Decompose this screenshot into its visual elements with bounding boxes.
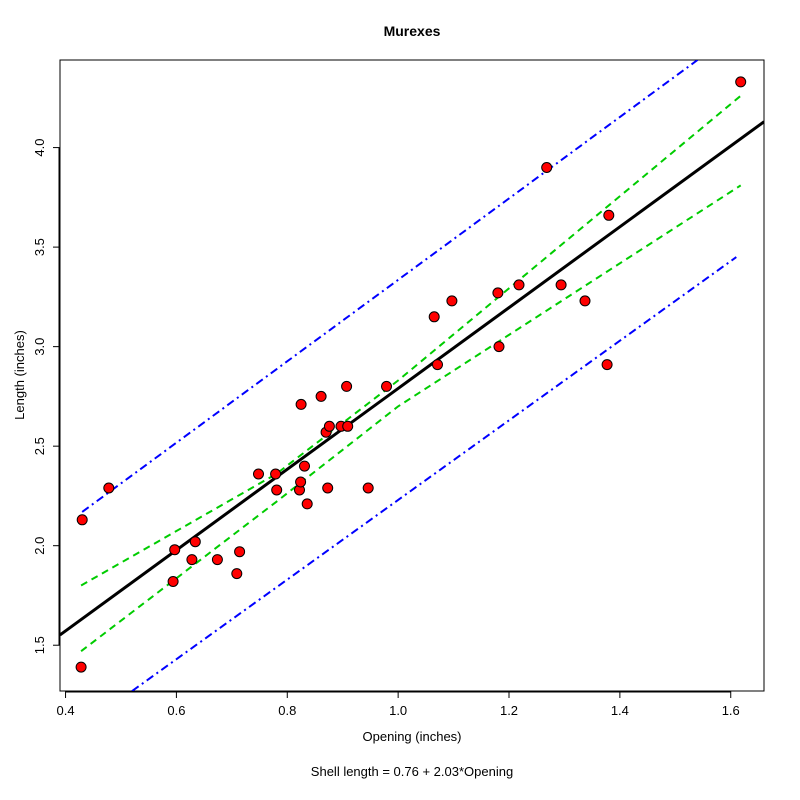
data-point <box>295 476 307 488</box>
data-point <box>315 390 327 402</box>
data-point <box>75 661 87 673</box>
data-point <box>341 380 353 392</box>
data-point <box>295 398 307 410</box>
data-point <box>270 468 282 480</box>
x-tick-label: 0.4 <box>57 703 75 718</box>
y-tick-label: 2.0 <box>32 537 47 555</box>
data-point <box>211 554 223 566</box>
data-point <box>492 287 504 299</box>
data-point <box>103 482 115 494</box>
x-tick-label: 1.6 <box>722 703 740 718</box>
data-point <box>271 484 283 496</box>
data-point <box>579 295 591 307</box>
data-point <box>381 380 392 392</box>
data-point <box>362 482 374 494</box>
plot-area-frame <box>59 59 765 692</box>
data-point <box>299 460 310 472</box>
x-tick-label: 0.6 <box>167 703 185 718</box>
x-axis-label: Opening (inches) <box>363 729 462 744</box>
data-point <box>446 295 458 307</box>
confidence-band-upper <box>80 95 742 587</box>
data-point <box>167 576 179 587</box>
data-point <box>301 498 313 510</box>
data-point <box>428 311 440 323</box>
y-tick-label: 2.5 <box>32 437 47 455</box>
data-point <box>513 279 525 291</box>
regression-equation-caption: Shell length = 0.76 + 2.03*Opening <box>311 764 513 779</box>
data-point <box>322 482 334 494</box>
prediction-band-lower <box>131 256 737 691</box>
y-tick-label: 3.0 <box>32 338 47 356</box>
data-point <box>186 554 198 566</box>
data-point <box>603 209 615 221</box>
data-point <box>601 359 613 371</box>
y-axis-label: Length (inches) <box>12 330 27 420</box>
regression-line <box>60 120 764 637</box>
data-point <box>76 514 88 526</box>
data-point <box>169 544 181 556</box>
y-tick-label: 4.0 <box>32 139 47 157</box>
data-point <box>323 420 335 432</box>
x-tick-label: 0.8 <box>278 703 296 718</box>
y-tick-label: 1.5 <box>32 636 47 654</box>
prediction-band-upper <box>81 60 699 513</box>
chart-title: Murexes <box>384 23 441 39</box>
data-point <box>541 162 553 173</box>
y-tick-label: 3.5 <box>32 238 47 256</box>
confidence-band-lower <box>80 184 742 652</box>
data-point <box>253 468 264 480</box>
x-tick-label: 1.2 <box>500 703 518 718</box>
data-point <box>231 568 243 580</box>
data-point <box>493 341 505 353</box>
data-point <box>735 76 747 88</box>
data-point <box>555 279 567 291</box>
x-tick-label: 1.0 <box>389 703 407 718</box>
data-point <box>342 420 354 432</box>
data-point <box>432 359 443 371</box>
x-tick-label: 1.4 <box>611 703 629 718</box>
data-point <box>234 546 246 558</box>
data-point <box>189 536 201 548</box>
